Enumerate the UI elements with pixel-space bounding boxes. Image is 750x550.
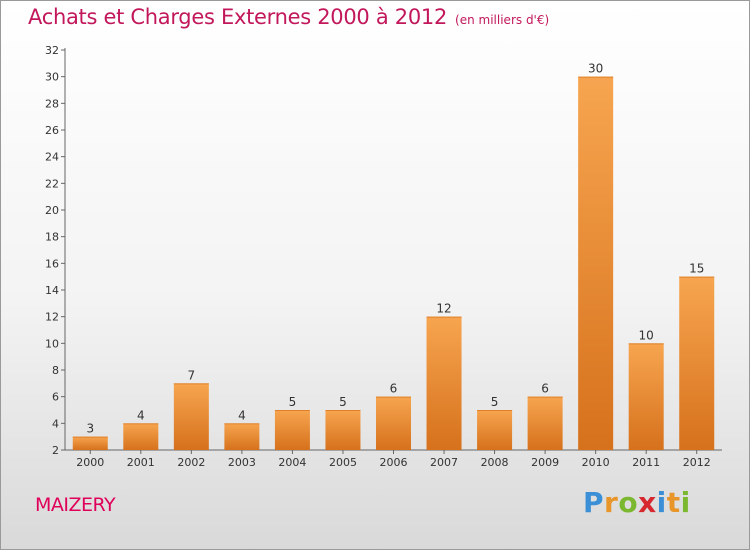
chart-title-text: Achats et Charges Externes 2000 à 2012 xyxy=(28,5,448,29)
x-tick-label: 2012 xyxy=(683,456,711,469)
x-tick-label: 2000 xyxy=(76,456,104,469)
logo-letter: i xyxy=(680,486,691,519)
bar-value-label: 5 xyxy=(339,395,347,409)
x-tick-label: 2005 xyxy=(329,456,357,469)
y-tick-label: 30 xyxy=(45,71,59,84)
bar-2001 xyxy=(123,423,159,450)
y-tick-label: 14 xyxy=(45,284,59,297)
x-tick-label: 2002 xyxy=(177,456,205,469)
x-tick-label: 2006 xyxy=(380,456,408,469)
y-tick-label: 20 xyxy=(45,204,59,217)
y-tick-label: 10 xyxy=(45,337,59,350)
bar-value-label: 10 xyxy=(639,328,654,342)
logo-letter: i xyxy=(656,486,667,519)
bar-2005 xyxy=(325,410,361,450)
y-tick-label: 8 xyxy=(52,364,59,377)
y-tick-label: 26 xyxy=(45,124,59,137)
bar-2012 xyxy=(679,276,715,450)
y-tick-label: 24 xyxy=(45,151,59,164)
x-tick-label: 2007 xyxy=(430,456,458,469)
bar-value-label: 30 xyxy=(588,62,603,76)
chart-unit: (en milliers d'€) xyxy=(455,13,550,27)
bar-2004 xyxy=(274,410,310,450)
bar-value-label: 4 xyxy=(137,408,145,422)
y-tick-label: 4 xyxy=(52,417,59,430)
y-tick-label: 2 xyxy=(52,444,59,457)
x-tick-label: 2001 xyxy=(127,456,155,469)
x-tick-label: 2003 xyxy=(228,456,256,469)
chart-title: Achats et Charges Externes 2000 à 2012 (e… xyxy=(28,5,549,29)
proxiti-logo: Proxiti xyxy=(583,486,691,519)
x-tick-label: 2009 xyxy=(531,456,559,469)
bar-2010 xyxy=(578,76,614,451)
y-tick-label: 18 xyxy=(45,231,59,244)
y-tick-label: 6 xyxy=(52,391,59,404)
bar-2002 xyxy=(173,383,209,450)
logo-letter: P xyxy=(583,486,605,519)
bar-2011 xyxy=(628,343,664,450)
logo-letter: r xyxy=(604,486,619,519)
bar-value-label: 15 xyxy=(689,262,704,276)
commune-name: MAIZERY xyxy=(35,494,116,516)
bar-value-label: 6 xyxy=(390,382,398,396)
logo-letter: x xyxy=(638,486,657,519)
bar-2000 xyxy=(72,436,108,450)
logo-letter: o xyxy=(618,486,639,519)
bar-2006 xyxy=(376,396,411,450)
bar-2007 xyxy=(426,316,462,450)
bar-value-label: 6 xyxy=(541,382,549,396)
x-tick-label: 2004 xyxy=(278,456,306,469)
y-tick-label: 16 xyxy=(45,257,59,270)
y-tick-label: 12 xyxy=(45,311,59,324)
bar-value-label: 5 xyxy=(491,395,499,409)
x-tick-label: 2010 xyxy=(582,456,610,469)
logo-letter: t xyxy=(666,486,681,519)
y-tick-label: 22 xyxy=(45,177,59,190)
bar-value-label: 4 xyxy=(238,408,246,422)
x-tick-label: 2008 xyxy=(481,456,509,469)
bar-2003 xyxy=(224,423,260,450)
bar-value-label: 7 xyxy=(188,368,196,382)
bar-value-label: 3 xyxy=(86,422,94,436)
bar-value-label: 12 xyxy=(436,302,451,316)
bar-value-label: 5 xyxy=(289,395,297,409)
bar-2008 xyxy=(477,410,513,450)
bar-2009 xyxy=(527,396,563,450)
y-tick-label: 28 xyxy=(45,97,59,110)
x-tick-label: 2011 xyxy=(632,456,660,469)
y-tick-label: 32 xyxy=(45,44,59,57)
